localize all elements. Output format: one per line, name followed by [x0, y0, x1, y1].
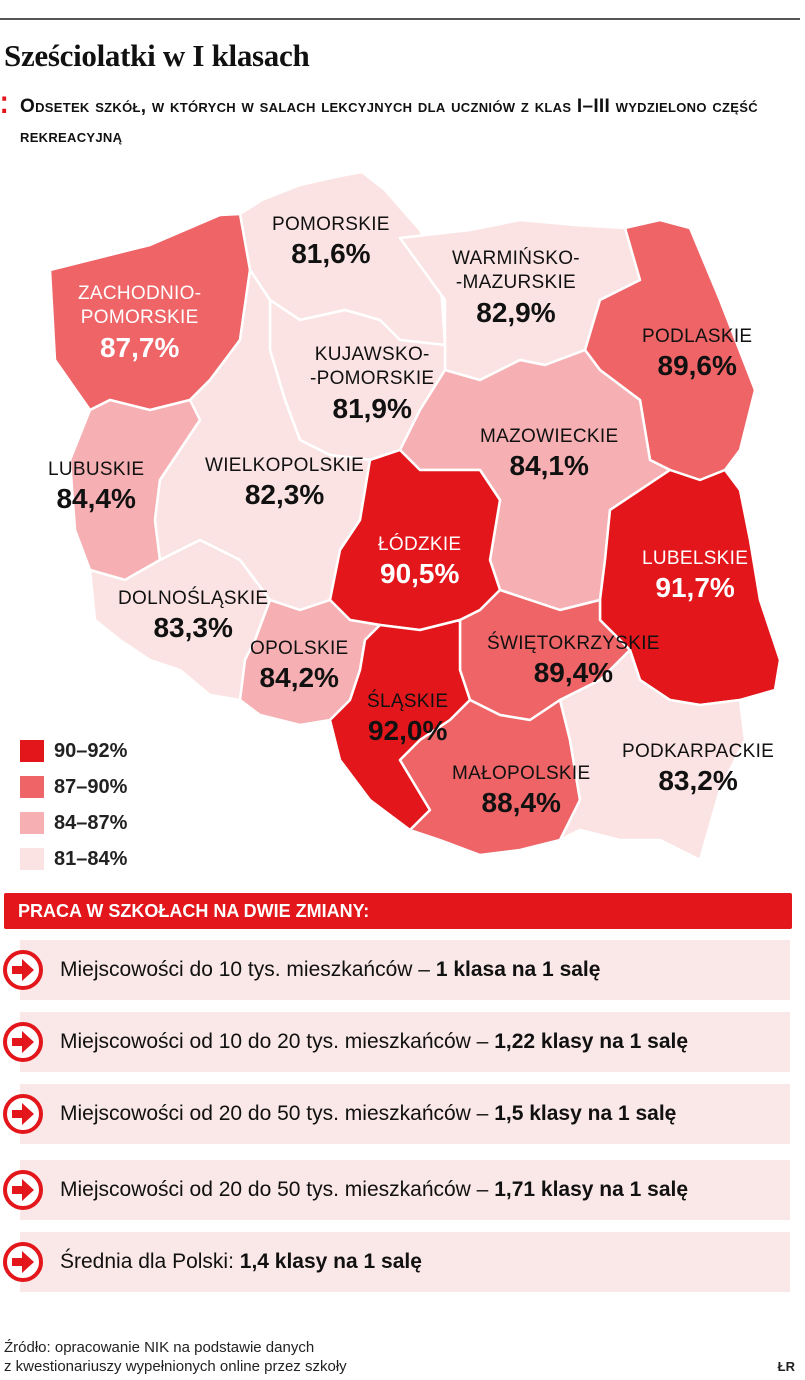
- info-text: Średnia dla Polski: 1,4 klasy na 1 salę: [60, 1250, 422, 1273]
- legend-item: 90–92%: [20, 733, 127, 769]
- region-name: LUBUSKIE: [48, 459, 145, 480]
- arrow-right-icon: [3, 1170, 43, 1210]
- info-row: Miejscowości od 20 do 50 tys. mieszkańcó…: [3, 1084, 790, 1144]
- label-warminsko-mazurskie: WARMIŃSKO- -MAZURSKIE 82,9%: [452, 247, 580, 331]
- label-lubelskie: LUBELSKIE 91,7%: [642, 547, 748, 606]
- region-malopolskie: [398, 698, 582, 857]
- region-value: 91,7%: [655, 572, 735, 603]
- region-value: 81,6%: [291, 238, 371, 269]
- region-name: ŚWIĘTOKRZYSKIE: [487, 633, 660, 654]
- region-name: ZACHODNIO- POMORSKIE: [78, 283, 202, 328]
- source-line: z kwestionariuszy wypełnionych online pr…: [4, 1358, 347, 1375]
- region-name: KUJAWSKO- -POMORSKIE: [310, 344, 435, 389]
- legend-item: 81–84%: [20, 841, 127, 877]
- legend-label: 90–92%: [54, 739, 128, 762]
- region-name: DOLNOŚLĄSKIE: [118, 588, 269, 609]
- region-podkarpackie: [558, 648, 747, 862]
- legend-swatch: [20, 848, 44, 870]
- region-name: POMORSKIE: [272, 214, 390, 235]
- region-name: PODLASKIE: [642, 326, 753, 347]
- label-slaskie: ŚLĄSKIE 92,0%: [367, 690, 448, 749]
- label-dolnoslaskie: DOLNOŚLĄSKIE 83,3%: [118, 587, 268, 646]
- region-value: 82,3%: [244, 479, 325, 510]
- region-name: ŚLĄSKIE: [367, 691, 449, 712]
- region-value: 88,4%: [481, 787, 561, 818]
- region-value: 83,2%: [658, 765, 738, 796]
- arrow-right-icon: [3, 950, 43, 990]
- info-text: Miejscowości od 20 do 50 tys. mieszkańcó…: [60, 1178, 689, 1201]
- map-legend: 90–92% 87–90% 84–87% 81–84%: [20, 733, 127, 877]
- info-row: Miejscowości od 10 do 20 tys. mieszkańcó…: [3, 1012, 790, 1072]
- top-rule: [0, 18, 800, 20]
- region-name: PODKARPACKIE: [622, 741, 775, 762]
- region-value: 83,3%: [153, 612, 233, 643]
- author-credit: ŁR: [777, 1359, 795, 1374]
- info-text: Miejscowości od 10 do 20 tys. mieszkańcó…: [60, 1030, 689, 1053]
- label-podlaskie: PODLASKIE 89,6%: [642, 325, 752, 384]
- region-name: LUBELSKIE: [642, 548, 749, 569]
- arrow-right-icon: [3, 1094, 43, 1134]
- region-name: OPOLSKIE: [250, 638, 349, 659]
- arrow-right-icon: [3, 1022, 43, 1062]
- arrow-right-icon: [3, 1242, 43, 1282]
- region-value: 84,2%: [259, 662, 339, 693]
- region-value: 84,4%: [56, 483, 136, 514]
- region-value: 84,1%: [509, 450, 589, 481]
- legend-swatch: [20, 776, 44, 798]
- poland-voivodeship-map: [48, 170, 782, 862]
- region-name: ŁÓDZKIE: [378, 534, 462, 555]
- label-pomorskie: POMORSKIE 81,6%: [272, 213, 390, 272]
- legend-item: 87–90%: [20, 769, 127, 805]
- region-value: 81,9%: [332, 393, 412, 424]
- legend-swatch: [20, 740, 44, 762]
- region-value: 89,4%: [533, 657, 614, 688]
- legend-item: 84–87%: [20, 805, 127, 841]
- region-value: 90,5%: [380, 558, 460, 589]
- info-text: Miejscowości od 20 do 50 tys. mieszkańcó…: [60, 1102, 677, 1125]
- legend-label: 81–84%: [54, 847, 128, 870]
- section-header: PRACA W SZKOŁACH NA DWIE ZMIANY:: [4, 893, 792, 929]
- info-row: Średnia dla Polski: 1,4 klasy na 1 salę: [3, 1232, 790, 1292]
- legend-swatch: [20, 812, 44, 834]
- region-value: 82,9%: [476, 297, 556, 328]
- region-name: MAZOWIECKIE: [480, 426, 619, 447]
- legend-label: 84–87%: [54, 811, 128, 834]
- region-name: WARMIŃSKO- -MAZURSKIE: [452, 248, 580, 293]
- region-name: WIELKOPOLSKIE: [205, 455, 365, 476]
- info-row: Miejscowości od 20 do 50 tys. mieszkańcó…: [3, 1160, 790, 1220]
- label-mazowieckie: MAZOWIECKIE 84,1%: [480, 425, 618, 484]
- label-opolskie: OPOLSKIE 84,2%: [250, 637, 349, 696]
- label-lodzkie: ŁÓDZKIE 90,5%: [378, 533, 461, 592]
- label-swietokrzyskie: ŚWIĘTOKRZYSKIE 89,4%: [487, 632, 660, 691]
- infographic-title: Sześciolatki w I klasach: [4, 38, 310, 73]
- label-malopolskie: MAŁOPOLSKIE 88,4%: [452, 762, 590, 821]
- label-kujawsko-pomorskie: KUJAWSKO- -POMORSKIE 81,9%: [310, 343, 434, 427]
- legend-label: 87–90%: [54, 775, 128, 798]
- info-row: Miejscowości do 10 tys. mieszkańców – 1 …: [3, 940, 790, 1000]
- source-line: Źródło: opracowanie NIK na podstawie dan…: [4, 1339, 315, 1356]
- region-name: MAŁOPOLSKIE: [452, 763, 591, 784]
- label-podkarpackie: PODKARPACKIE 83,2%: [622, 740, 774, 799]
- label-wielkopolskie: WIELKOPOLSKIE 82,3%: [205, 454, 364, 513]
- info-text: Miejscowości do 10 tys. mieszkańców – 1 …: [60, 958, 601, 981]
- region-value: 89,6%: [657, 350, 737, 381]
- region-value: 92,0%: [367, 715, 448, 746]
- subtitle-bullet-icon: ⁚: [0, 93, 9, 118]
- source-note: Źródło: opracowanie NIK na podstawie dan…: [4, 1338, 347, 1376]
- label-zachodniopomorskie: ZACHODNIO- POMORSKIE 87,7%: [78, 282, 201, 366]
- label-lubuskie: LUBUSKIE 84,4%: [48, 458, 144, 517]
- region-value: 87,7%: [99, 332, 180, 363]
- infographic-subtitle: Odsetek szkół, w których w salach lekcyj…: [20, 96, 758, 147]
